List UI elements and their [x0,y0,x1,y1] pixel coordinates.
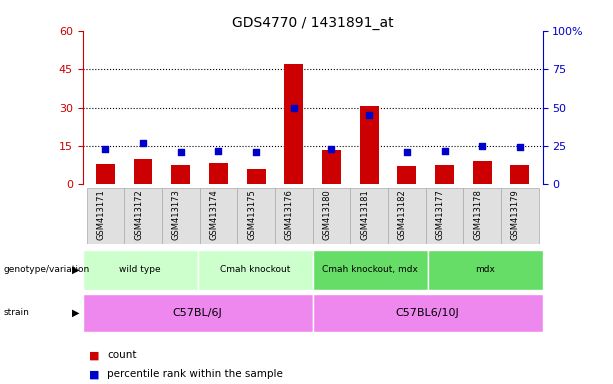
Bar [284,64,303,184]
Point [478,143,487,149]
Text: GSM413179: GSM413179 [511,190,520,240]
Text: Cmah knockout, mdx: Cmah knockout, mdx [322,265,418,274]
Point [251,149,261,155]
Text: strain: strain [3,308,29,318]
Text: C57BL6/10J: C57BL6/10J [396,308,459,318]
Point [515,144,525,151]
Text: C57BL/6J: C57BL/6J [173,308,223,318]
Bar [350,188,388,244]
Bar [96,164,115,184]
Bar [473,161,492,184]
Point [402,149,412,155]
Bar [313,188,350,244]
Point [364,112,374,118]
Bar [322,150,341,184]
Bar [134,159,153,184]
Bar [209,162,228,184]
Bar [200,188,237,244]
Text: GSM413175: GSM413175 [247,190,256,240]
Text: GSM413180: GSM413180 [322,190,332,240]
Text: ▶: ▶ [72,308,80,318]
Bar [124,188,162,244]
Text: ▶: ▶ [72,265,80,275]
Text: GSM413176: GSM413176 [285,189,294,240]
Bar [83,250,197,290]
Point [101,146,110,152]
Text: ■: ■ [89,350,99,360]
Text: GSM413174: GSM413174 [210,190,218,240]
Bar [463,188,501,244]
Point [440,147,449,154]
Text: GSM413173: GSM413173 [172,189,181,240]
Bar [237,188,275,244]
Text: GSM413171: GSM413171 [96,190,105,240]
Bar [171,165,190,184]
Text: Cmah knockout: Cmah knockout [220,265,291,274]
Text: GSM413172: GSM413172 [134,190,143,240]
Text: wild type: wild type [120,265,161,274]
Text: GSM413182: GSM413182 [398,190,407,240]
Text: genotype/variation: genotype/variation [3,265,89,274]
Bar [511,165,529,184]
Bar [313,250,428,290]
Text: GSM413178: GSM413178 [473,189,482,240]
Bar [397,166,416,184]
Bar [83,294,313,332]
Bar [360,106,379,184]
Text: GSM413177: GSM413177 [435,189,444,240]
Point [213,147,223,154]
Text: ■: ■ [89,369,99,379]
Bar [435,165,454,184]
Bar [197,250,313,290]
Bar [162,188,200,244]
Bar [425,188,463,244]
Bar [86,188,124,244]
Point [176,149,186,155]
Bar [275,188,313,244]
Text: count: count [107,350,137,360]
Bar [428,250,543,290]
Text: GSM413181: GSM413181 [360,190,369,240]
Bar [246,169,265,184]
Bar [501,188,539,244]
Point [289,104,299,111]
Bar [388,188,425,244]
Bar [313,294,543,332]
Text: percentile rank within the sample: percentile rank within the sample [107,369,283,379]
Point [138,140,148,146]
Title: GDS4770 / 1431891_at: GDS4770 / 1431891_at [232,16,394,30]
Text: mdx: mdx [475,265,495,274]
Point [327,146,337,152]
